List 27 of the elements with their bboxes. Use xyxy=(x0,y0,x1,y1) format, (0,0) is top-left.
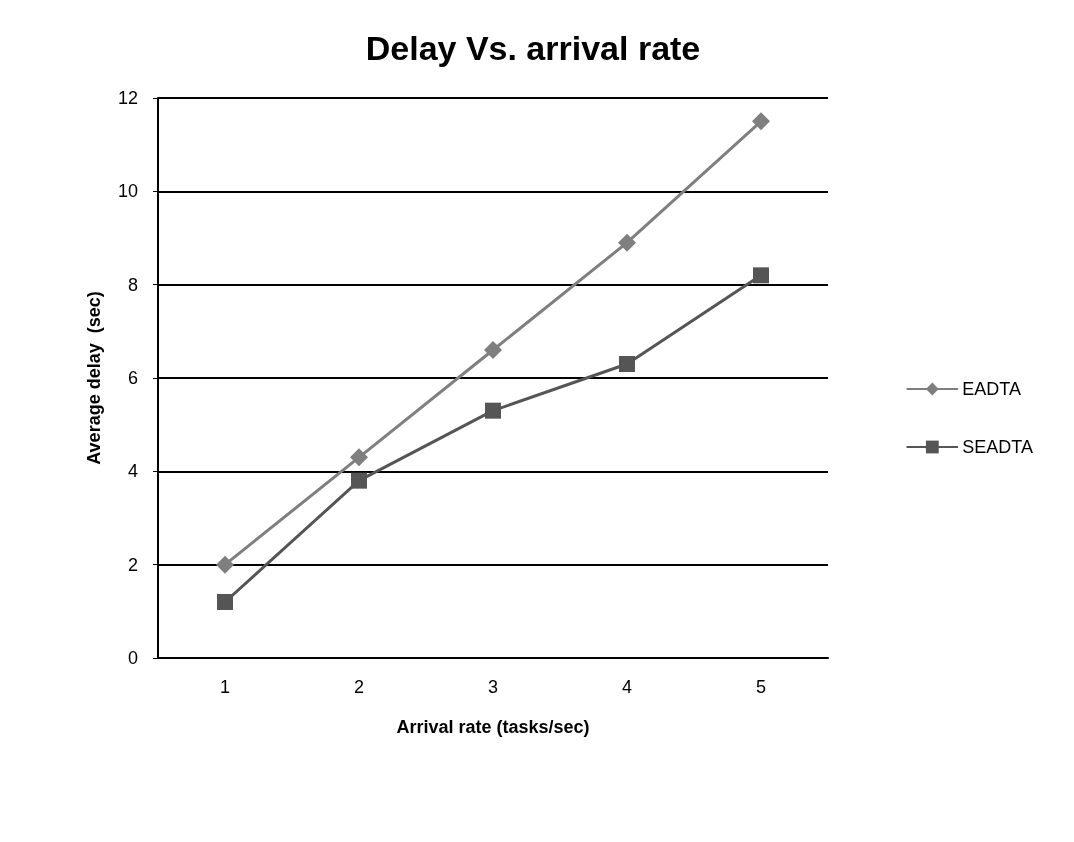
point xyxy=(752,112,770,131)
chart-title: Delay Vs. arrival rate xyxy=(365,29,701,67)
point xyxy=(216,555,234,574)
legend-label: EADTA xyxy=(962,379,1022,399)
y-tick-label: 6 xyxy=(127,368,138,388)
x-tick-label: 4 xyxy=(621,677,633,697)
y-tick-label: 2 xyxy=(127,554,138,575)
point xyxy=(619,356,635,372)
point xyxy=(351,472,367,489)
point xyxy=(753,267,769,284)
point xyxy=(618,233,636,252)
x-tick-label: 2 xyxy=(353,677,365,697)
y-axis-title: Average delay (sec) xyxy=(84,291,104,465)
y-tick-label: 0 xyxy=(127,648,138,668)
x-tick-label: 5 xyxy=(755,677,767,697)
y-tick-label: 8 xyxy=(127,274,138,295)
y-tick-label: 4 xyxy=(127,461,138,482)
x-axis-title: Arrival rate (tasks/sec) xyxy=(396,717,590,737)
y-tick-label: 10 xyxy=(117,181,138,202)
point xyxy=(484,341,502,359)
x-tick-label: 3 xyxy=(487,677,499,697)
point xyxy=(485,402,501,419)
x-tick-label: 1 xyxy=(219,677,231,697)
point xyxy=(217,594,233,610)
point xyxy=(350,448,368,467)
y-tick-label: 12 xyxy=(117,88,138,108)
legend-label: SEADTA xyxy=(962,437,1034,457)
